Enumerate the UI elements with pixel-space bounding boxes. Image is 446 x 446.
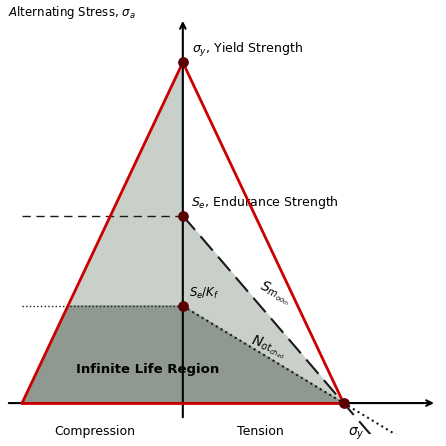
Text: Compression: Compression xyxy=(54,425,135,438)
Point xyxy=(179,59,186,66)
Text: Tension: Tension xyxy=(236,425,283,438)
Text: $S_{m_{oo_{th}}}$: $S_{m_{oo_{th}}}$ xyxy=(256,278,294,309)
Point xyxy=(340,400,347,407)
Text: Infinite Life Region: Infinite Life Region xyxy=(76,363,219,376)
Polygon shape xyxy=(22,62,343,403)
Text: $N_{ot_{ch_{ed}}}$: $N_{ot_{ch_{ed}}}$ xyxy=(248,333,288,362)
Text: $\sigma_y$: $\sigma_y$ xyxy=(348,425,365,442)
Point xyxy=(179,302,186,310)
Polygon shape xyxy=(22,306,343,403)
Text: $\it{A}$lternating Stress, $\sigma_a$: $\it{A}$lternating Stress, $\sigma_a$ xyxy=(8,4,135,21)
Text: $\sigma_y$, Yield Strength: $\sigma_y$, Yield Strength xyxy=(193,41,303,59)
Point xyxy=(179,212,186,219)
Text: $S_e$, Endurance Strength: $S_e$, Endurance Strength xyxy=(191,194,339,211)
Text: $S_e/K_f$: $S_e/K_f$ xyxy=(189,286,220,301)
